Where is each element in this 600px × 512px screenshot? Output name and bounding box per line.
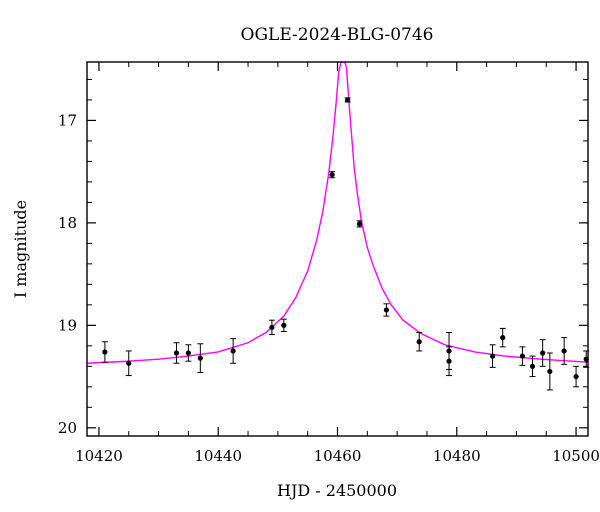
x-tick-label: 10460 [314, 447, 362, 465]
data-point [356, 220, 363, 228]
data-marker [519, 353, 525, 359]
data-point [499, 327, 506, 348]
data-point [573, 365, 580, 388]
data-marker [126, 360, 132, 366]
data-point [268, 319, 275, 336]
data-marker [269, 324, 275, 330]
data-marker [329, 172, 335, 178]
data-marker [561, 348, 567, 354]
data-marker [185, 350, 191, 356]
data-point [173, 342, 180, 364]
x-tick-label: 10440 [194, 447, 242, 465]
data-marker [345, 97, 351, 103]
data-marker [356, 221, 363, 227]
data-point [230, 338, 237, 364]
data-marker [383, 307, 390, 313]
y-axis-label: I magnitude [11, 200, 30, 298]
chart-title: OGLE-2024-BLG-0746 [241, 25, 434, 45]
data-marker [281, 322, 287, 328]
data-point [529, 355, 536, 378]
model-curve [87, 62, 588, 364]
axis-ticks-layer: 10420 10440 10460 10480 10500 17 18 19 20 [58, 62, 600, 465]
x-tick-label: 10500 [552, 447, 600, 465]
data-marker [573, 373, 579, 380]
data-marker [173, 350, 180, 356]
data-marker [197, 355, 203, 361]
data-point [561, 337, 568, 365]
data-marker [489, 353, 496, 359]
data-marker [540, 350, 546, 356]
plot-frame [86, 61, 589, 437]
x-axis-label: HJD - 2450000 [277, 481, 397, 500]
data-point [329, 171, 336, 179]
data-point [280, 318, 287, 332]
data-marker [529, 363, 536, 369]
data-point [185, 344, 192, 362]
y-tick-label: 17 [58, 111, 77, 129]
data-marker [446, 358, 452, 364]
data-point [344, 97, 351, 103]
data-point [489, 344, 496, 368]
data-point [539, 339, 546, 367]
y-tick-label: 18 [58, 214, 77, 232]
data-point [383, 303, 390, 317]
x-tick-label: 10420 [75, 447, 123, 465]
data-point [197, 343, 204, 373]
data-points-layer [101, 97, 590, 391]
x-tick-label: 10480 [433, 447, 481, 465]
y-tick-label: 20 [58, 419, 77, 437]
data-point [519, 346, 526, 366]
data-point [125, 350, 132, 377]
data-point [546, 352, 553, 391]
data-marker [500, 335, 506, 341]
data-point [101, 341, 108, 363]
data-point [446, 346, 453, 377]
data-marker [230, 348, 236, 354]
data-point [416, 332, 423, 352]
data-marker [102, 349, 108, 355]
model-curve-layer [87, 62, 588, 364]
data-marker [547, 368, 553, 375]
data-marker [416, 339, 422, 345]
y-tick-label: 19 [58, 316, 77, 334]
